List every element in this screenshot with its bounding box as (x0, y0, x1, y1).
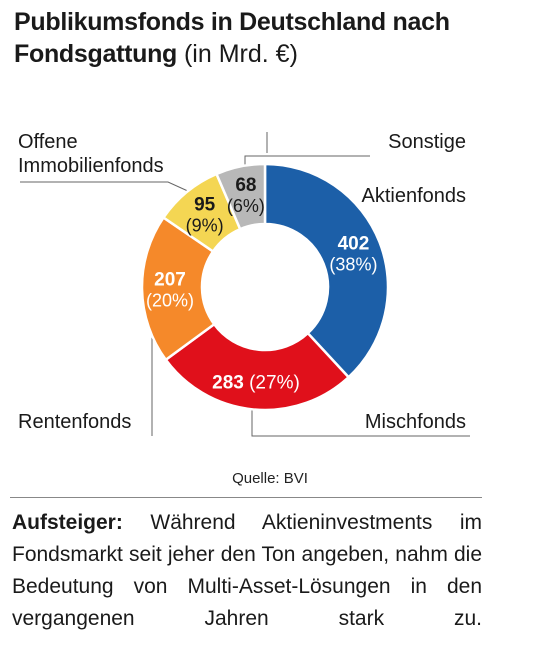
value-label-sonstige: 68 (235, 175, 256, 196)
divider (10, 497, 482, 498)
source-note: Quelle: BVI (232, 470, 308, 487)
category-label-mischfonds: Mischfonds (365, 411, 466, 433)
donut-chart: 402(38%) 283 (27%) 207(20%) 95(9%) 68(6%) Akt… (18, 131, 470, 437)
category-label-rentenfonds: Rentenfonds (18, 411, 131, 433)
slice-aktienfonds (263, 162, 390, 379)
percent-label-rentenfonds: (20%) (146, 291, 194, 311)
leader-line-immobilien (20, 181, 191, 193)
category-label-aktienfonds: Aktienfonds (361, 185, 466, 207)
caption: Aufsteiger: Während Aktieninvestments im… (12, 507, 482, 635)
slice-sonstige (214, 162, 267, 231)
chart-title: Publikumsfonds in Deutschland nach Fonds… (14, 6, 524, 70)
value-label-aktienfonds: 402 (338, 233, 370, 254)
data-label-mischfonds: 283 (27%) (212, 373, 300, 394)
slice-mischfonds (164, 322, 351, 412)
percent-label-offene-immobilienfonds: (9%) (186, 216, 224, 236)
category-label-sonstige: Sonstige (388, 131, 466, 153)
value-label-rentenfonds: 207 (154, 270, 186, 291)
percent-label-sonstige: (6%) (227, 196, 265, 216)
caption-lead: Aufsteiger: (12, 511, 123, 534)
slice-rentenfonds (140, 215, 216, 362)
chart-title-unit: (in Mrd. €) (183, 40, 298, 68)
category-label-offene-immobilienfonds: Offene Immobilienfonds (18, 131, 164, 177)
chart-title-main: Publikumsfonds in Deutschland nach Fonds… (14, 8, 450, 68)
value-label-offene-immobilienfonds: 95 (194, 195, 216, 216)
leader-line-mischfonds (251, 400, 470, 437)
caption-text: Während Aktieninvestments im Fondsmarkt … (12, 511, 482, 630)
percent-label-aktienfonds: (38%) (329, 254, 377, 274)
